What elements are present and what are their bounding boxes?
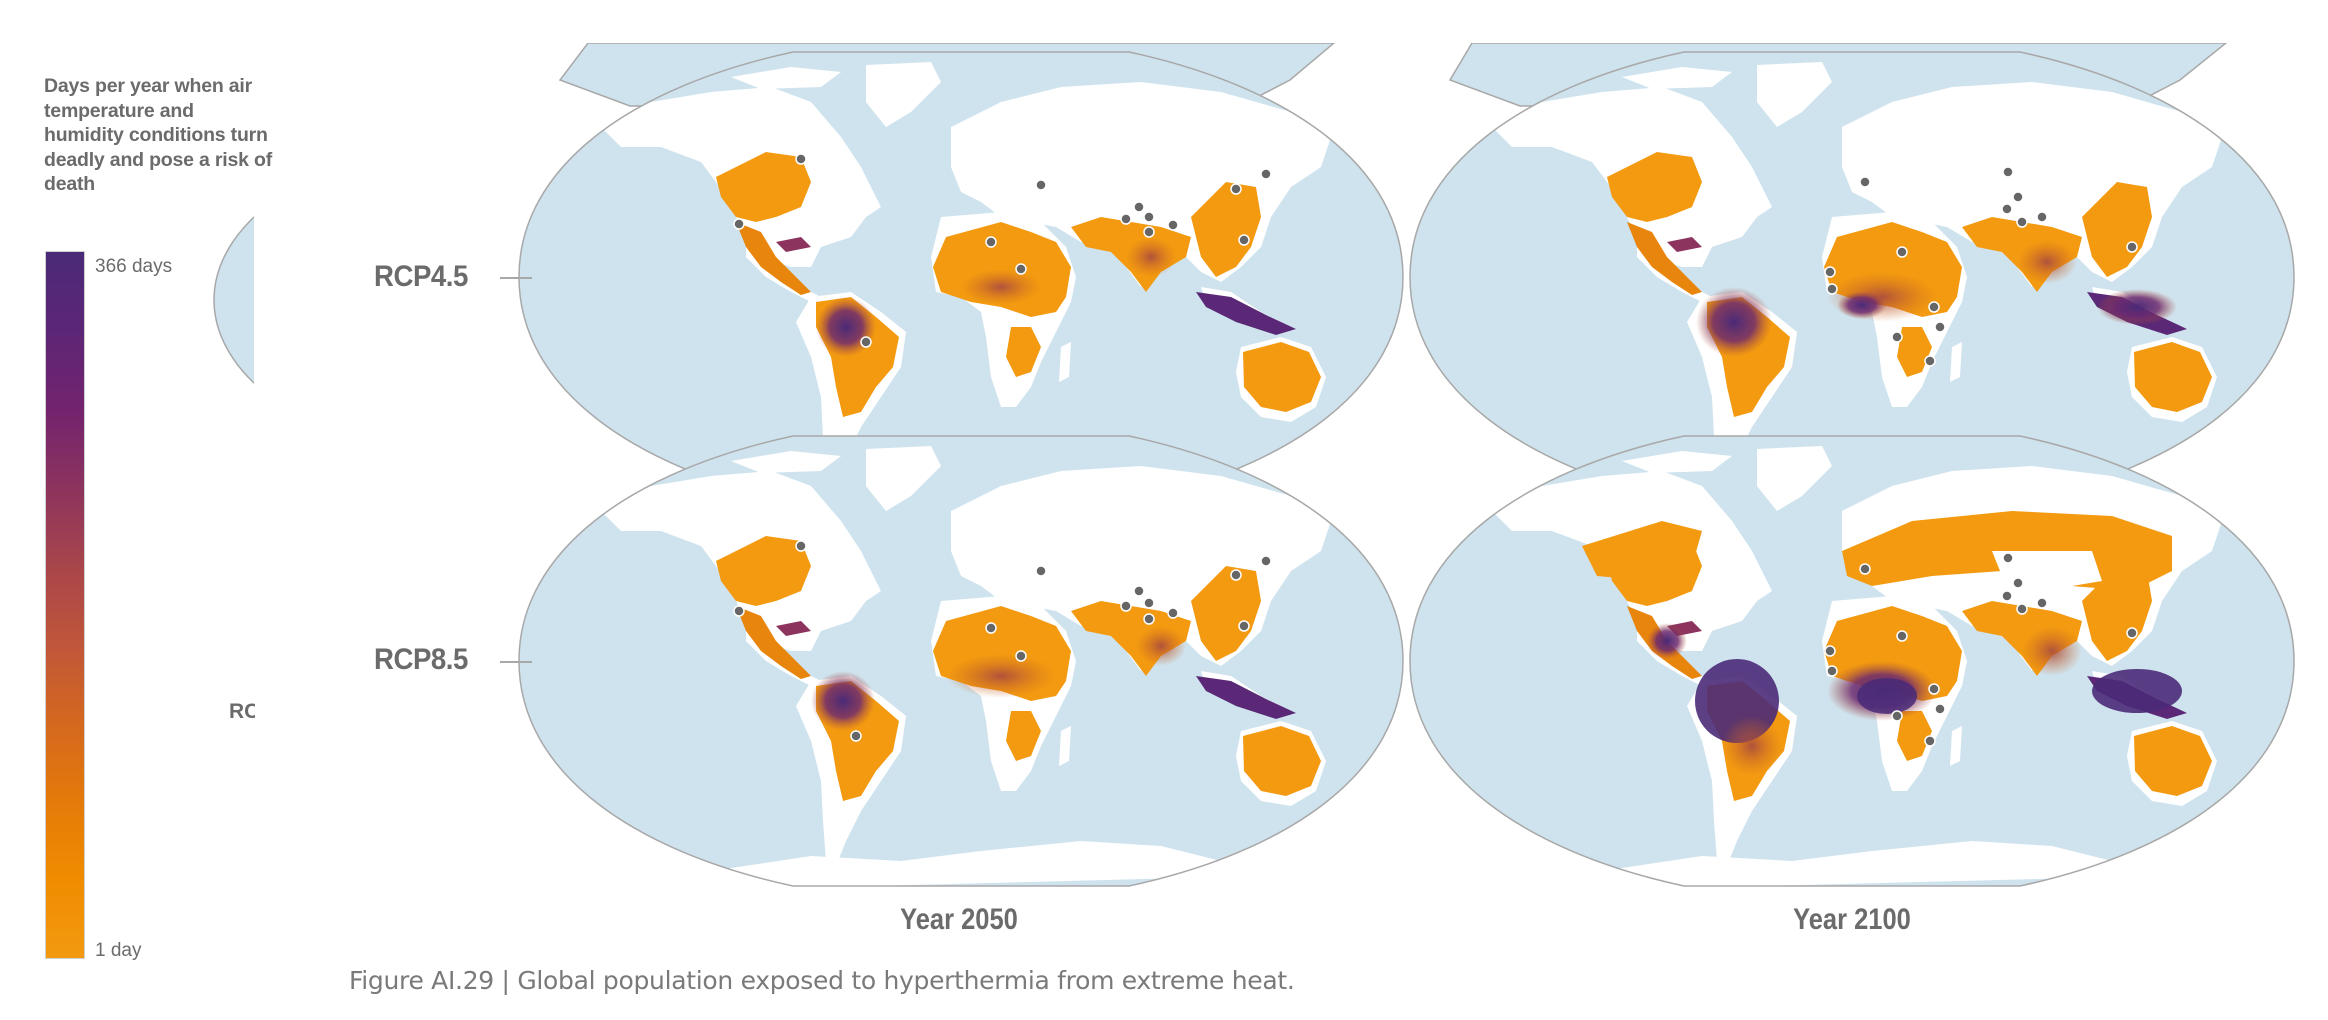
row-label-rcp45: RCP4.5 [374, 260, 468, 293]
map-panel-rcp45-2100 [1409, 51, 2295, 503]
row-tick-rcp85 [500, 661, 532, 663]
column-label-2100: Year 2100 [1793, 903, 1911, 936]
partial-map-left [213, 216, 254, 384]
map-panel-rcp85-2100 [1409, 435, 2295, 887]
figure-caption: Figure AI.29 | Global population exposed… [349, 966, 1295, 995]
map-panel-rcp85-2050 [518, 435, 1404, 887]
colorbar-min-label: 1 day [95, 940, 142, 961]
legend-title: Days per year when air temperature and h… [44, 75, 272, 195]
row-tick-rcp45 [500, 277, 532, 279]
colorbar [45, 251, 85, 959]
row-label-rcp85: RCP8.5 [374, 643, 468, 676]
partial-row-label: RCP4.5 [229, 700, 255, 723]
column-label-2050: Year 2050 [900, 903, 1018, 936]
colorbar-max-label: 366 days [95, 256, 173, 277]
